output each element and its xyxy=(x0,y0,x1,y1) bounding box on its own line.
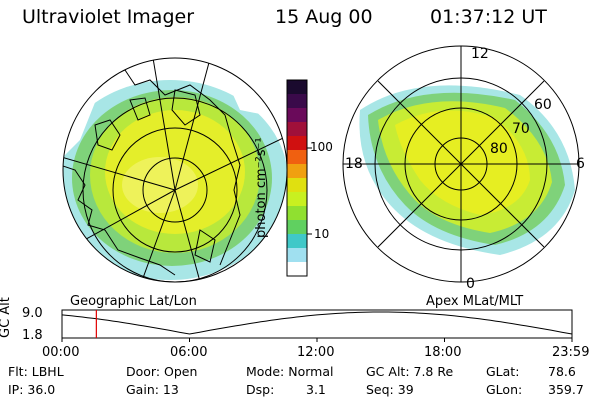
alt-ytick-max: 9.0 xyxy=(22,306,43,321)
time-label: 01:37:12 UT xyxy=(430,6,547,28)
left-panel-caption: Geographic Lat/Lon xyxy=(70,294,197,309)
info-door: Door: Open xyxy=(126,364,198,379)
mlat-label-60: 60 xyxy=(534,97,552,113)
colorbar-strip xyxy=(287,248,307,263)
colorbar-unit-label: photon cm⁻²s⁻¹ xyxy=(254,137,269,238)
info-glat-label: GLat: xyxy=(486,364,520,379)
info-seq: Seq: 39 xyxy=(366,382,414,397)
colorbar-tick-10: 10 xyxy=(314,227,330,241)
mlat-label-80: 80 xyxy=(490,141,508,157)
mlt-label-0: 0 xyxy=(466,276,475,292)
alt-xtick-4: 23:59 xyxy=(552,345,590,360)
colorbar-strip xyxy=(287,164,307,179)
info-dsp-label: Dsp: xyxy=(246,382,275,397)
altitude-plot xyxy=(61,309,573,342)
alt-xtick-2: 12:00 xyxy=(297,345,335,360)
mlt-label-18: 18 xyxy=(345,156,363,172)
info-gc-alt: GC Alt: 7.8 Re xyxy=(366,364,454,379)
colorbar-strip xyxy=(287,94,307,109)
info-mode: Mode: Normal xyxy=(246,364,334,379)
alt-ytick-min: 1.8 xyxy=(22,328,43,343)
info-dsp-value: 3.1 xyxy=(306,382,326,397)
mlt-label-6: 6 xyxy=(576,156,585,172)
colorbar xyxy=(286,79,312,277)
mlt-grid xyxy=(342,45,580,283)
colorbar-strip xyxy=(287,122,307,137)
info-gain: Gain: 13 xyxy=(126,382,179,397)
colorbar-strip xyxy=(287,234,307,249)
colorbar-strip xyxy=(287,80,307,95)
alt-xtick-1: 06:00 xyxy=(170,345,208,360)
colorbar-strip xyxy=(287,178,307,193)
colorbar-strip xyxy=(287,192,307,207)
date-label: 15 Aug 00 xyxy=(275,6,373,28)
info-ip: IP: 36.0 xyxy=(8,382,56,397)
info-glat-value: 78.6 xyxy=(548,364,576,379)
colorbar-strip xyxy=(287,108,307,123)
alt-xtick-0: 00:00 xyxy=(42,345,80,360)
colorbar-strip xyxy=(287,206,307,221)
info-glon-label: GLon: xyxy=(486,382,523,397)
colorbar-strip xyxy=(287,220,307,235)
alt-xtick-3: 18:00 xyxy=(424,345,462,360)
info-glon-value: 359.7 xyxy=(548,382,584,397)
info-flt: Flt: LBHL xyxy=(8,364,64,379)
colorbar-strip xyxy=(287,136,307,151)
colorbar-strip xyxy=(287,150,307,165)
colorbar-strip xyxy=(287,262,307,277)
mlt-label-12: 12 xyxy=(471,46,489,62)
instrument-title: Ultraviolet Imager xyxy=(22,6,195,28)
colorbar-tick-100: 100 xyxy=(310,140,333,154)
right-panel-caption: Apex MLat/MLT xyxy=(426,294,524,309)
mlat-label-70: 70 xyxy=(512,121,530,137)
alt-ylabel: GC Alt xyxy=(0,297,13,338)
